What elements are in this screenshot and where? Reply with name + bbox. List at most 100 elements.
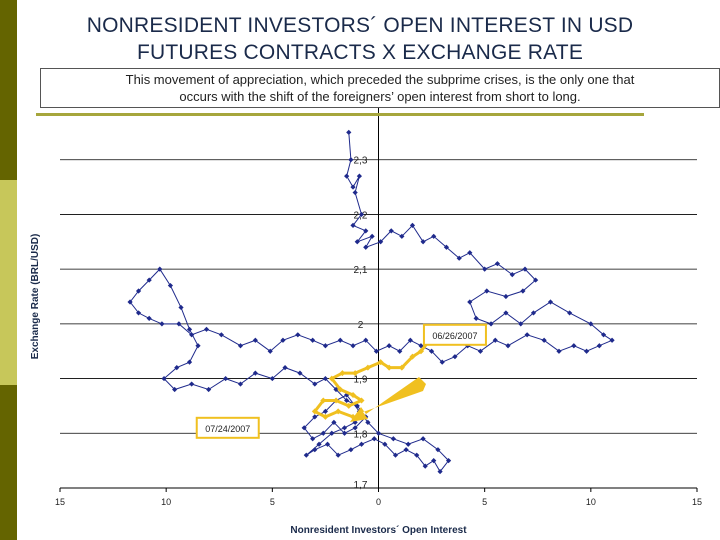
data-point <box>176 321 182 327</box>
data-point <box>352 425 358 431</box>
data-point <box>414 452 420 458</box>
x-tick-label-1: 10 <box>161 497 171 507</box>
data-point <box>477 348 484 354</box>
annotation-box-1 <box>195 416 260 439</box>
y-tick-label-4: 2,1 <box>354 265 368 276</box>
data-point <box>369 233 375 239</box>
data-point <box>350 343 356 349</box>
data-point <box>172 386 178 393</box>
data-point <box>482 266 488 272</box>
highlight-point <box>352 370 359 377</box>
data-point <box>267 348 273 354</box>
data-point <box>312 414 318 420</box>
x-tick-label-3: 0 <box>376 497 381 507</box>
data-point <box>186 326 193 332</box>
data-point <box>484 288 490 294</box>
data-point <box>520 288 526 294</box>
data-point <box>547 299 554 305</box>
highlight-point <box>417 348 424 355</box>
data-point <box>403 447 409 453</box>
x-axis-label: Nonresident Investors´ Open Interest <box>290 525 467 536</box>
data-point <box>456 255 462 261</box>
callout-line2: occurs with the shift of the foreigners’… <box>179 89 581 104</box>
data-point <box>135 288 142 294</box>
data-point <box>596 343 602 349</box>
x-tick-label-6: 15 <box>692 497 702 507</box>
decor-band-middle <box>0 180 17 385</box>
data-point <box>322 343 329 349</box>
data-point <box>331 419 337 425</box>
data-point <box>363 228 369 234</box>
data-point <box>252 337 258 343</box>
data-point <box>541 337 547 343</box>
data-point <box>344 173 350 179</box>
data-point <box>195 343 201 349</box>
data-point <box>407 337 413 343</box>
data-point <box>341 425 348 431</box>
data-point <box>352 189 358 196</box>
highlight-arrow <box>350 377 426 422</box>
data-point <box>322 375 329 382</box>
data-point <box>530 310 537 316</box>
highlight-point <box>398 364 405 371</box>
data-point <box>157 266 163 272</box>
data-point <box>174 365 180 371</box>
decor-band-bottom <box>0 385 17 540</box>
data-point <box>371 436 377 442</box>
data-point <box>329 430 335 436</box>
data-point <box>203 326 210 332</box>
data-point <box>386 343 392 349</box>
title-underline <box>36 113 644 116</box>
data-point <box>600 332 607 338</box>
data-point <box>303 452 309 458</box>
data-point <box>346 129 352 135</box>
highlight-point <box>345 402 352 409</box>
data-point <box>322 408 329 414</box>
highlight-point <box>377 359 384 366</box>
data-point <box>316 441 322 447</box>
data-point <box>392 452 399 458</box>
data-point <box>431 458 437 464</box>
data-point <box>127 299 133 305</box>
data-point <box>494 261 501 267</box>
data-point <box>312 447 318 453</box>
data-point <box>206 386 212 393</box>
data-point <box>159 321 165 327</box>
highlight-point <box>335 408 342 415</box>
data-point <box>382 441 388 447</box>
highlight-point <box>339 370 346 377</box>
data-point <box>333 386 339 393</box>
data-point <box>390 436 396 442</box>
data-point <box>146 277 152 283</box>
data-point <box>282 365 288 371</box>
x-tick-label-4: 5 <box>482 497 487 507</box>
data-point <box>324 441 331 447</box>
data-point <box>443 244 450 250</box>
data-point <box>503 310 509 316</box>
highlight-point <box>311 408 318 415</box>
data-point <box>218 332 224 338</box>
y-tick-label-3: 2 <box>358 320 364 331</box>
data-point <box>178 304 184 311</box>
data-point <box>354 239 360 245</box>
data-point <box>301 425 307 431</box>
data-point <box>533 277 539 283</box>
data-point <box>365 419 371 425</box>
data-point <box>473 315 479 321</box>
data-point <box>431 233 437 239</box>
data-point <box>492 337 498 343</box>
highlight-point <box>358 397 365 404</box>
data-point <box>439 359 445 365</box>
y-tick-label-0: 1,7 <box>354 480 368 491</box>
data-point <box>310 436 316 442</box>
data-point <box>223 375 229 382</box>
data-point <box>420 436 426 442</box>
callout-line1: This movement of appreciation, which pre… <box>125 72 635 87</box>
data-point <box>437 468 443 475</box>
highlight-point <box>386 364 393 371</box>
data-point <box>167 282 174 289</box>
data-point <box>435 447 441 453</box>
data-point <box>348 157 354 163</box>
data-point <box>399 233 405 239</box>
data-point <box>488 321 494 327</box>
